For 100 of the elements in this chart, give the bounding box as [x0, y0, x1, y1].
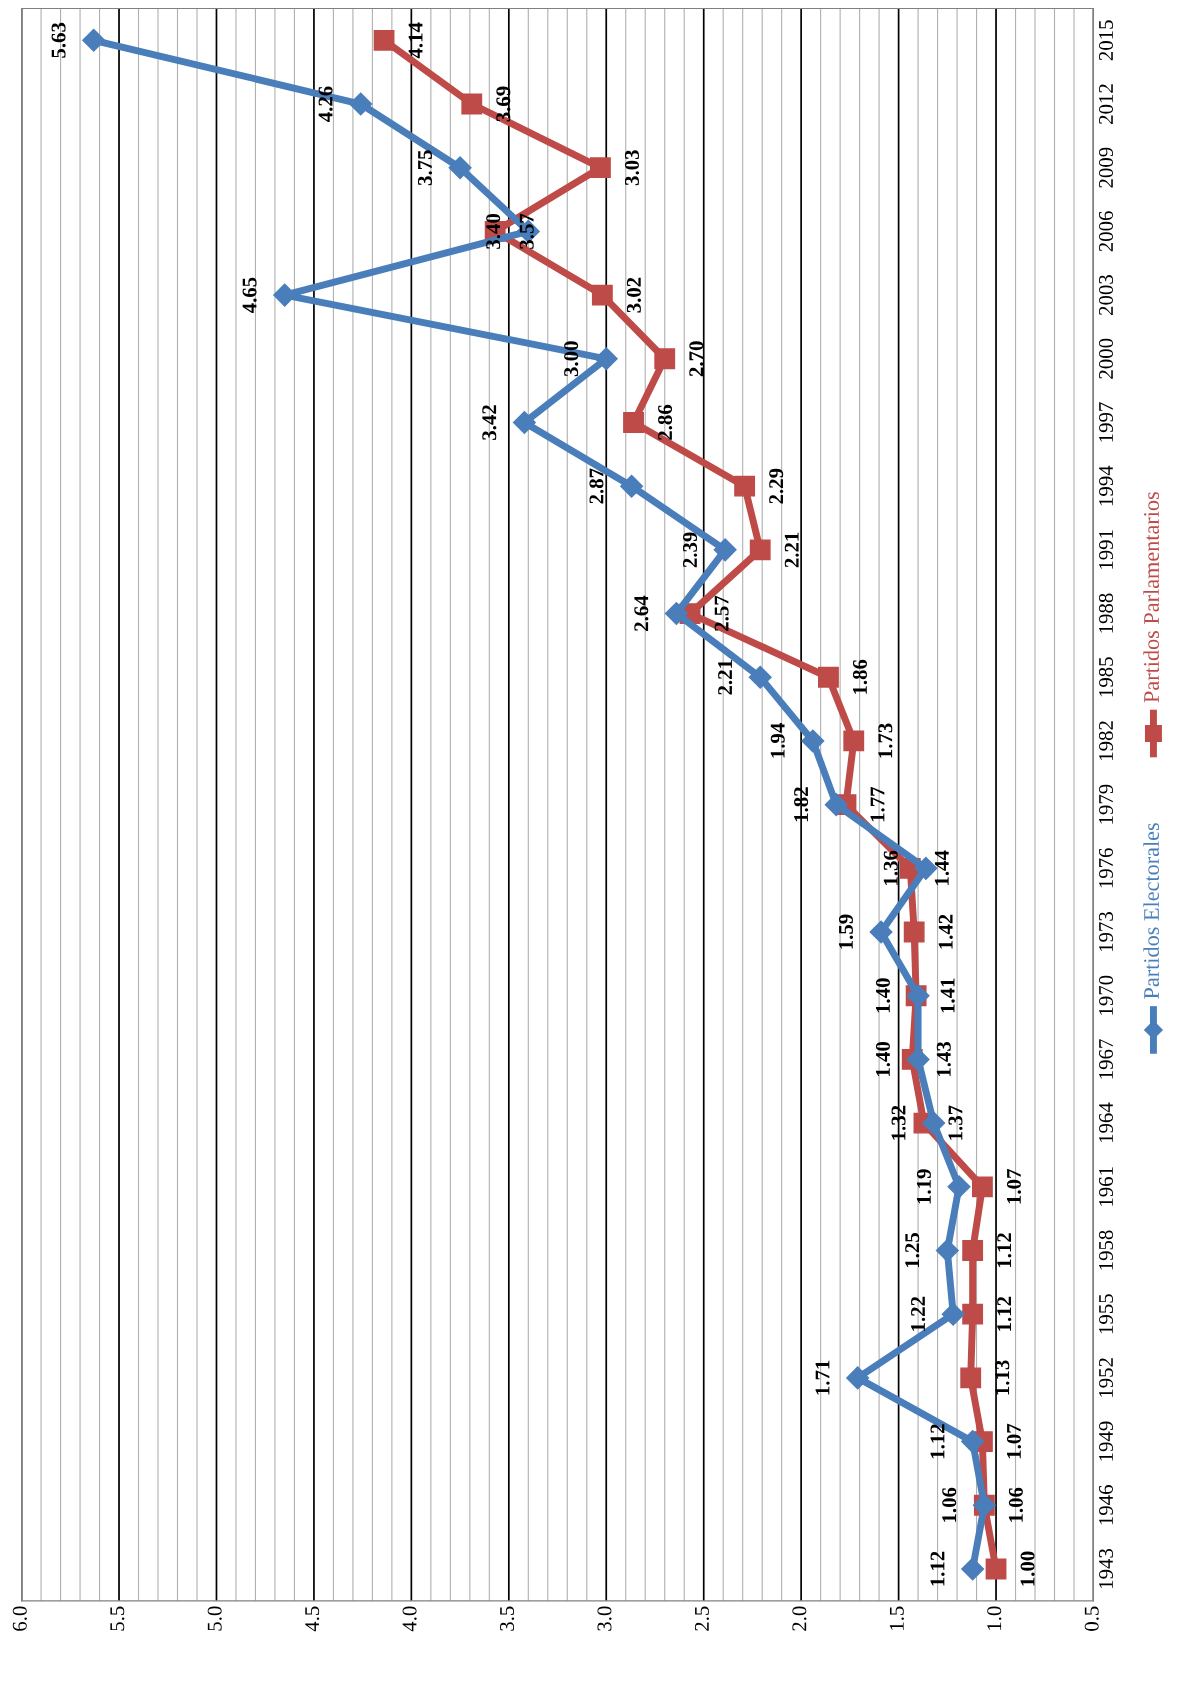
data-label: 1.06: [942, 1487, 957, 1522]
data-label: 1.22: [911, 1296, 926, 1331]
data-label: 2.57: [714, 595, 729, 631]
point: [594, 347, 618, 371]
x-tick-label: 5.5: [110, 1606, 125, 1631]
data-label: 1.06: [1008, 1487, 1023, 1522]
data-label: 4.65: [242, 277, 257, 314]
point: [960, 1367, 982, 1389]
y-tick-label: 1988: [1098, 593, 1114, 633]
data-label: 1.43: [936, 1041, 951, 1076]
point: [82, 28, 106, 52]
point: [654, 348, 676, 370]
text: Partidos Parlamentarios: [1143, 492, 1159, 703]
y-tick-label: 1943: [1099, 1548, 1114, 1588]
y-tick-label: 2000: [1098, 338, 1114, 379]
data-label: 1.37: [948, 1105, 963, 1140]
data-label: 5.63: [51, 22, 66, 58]
data-label: 3.02: [626, 277, 641, 313]
y-tick-label: 2009: [1098, 147, 1114, 188]
data-label: 2.86: [658, 404, 673, 440]
point: [461, 93, 483, 115]
y-tick-label: 1955: [1099, 1294, 1114, 1334]
data-label: 4.26: [318, 86, 333, 122]
data-label: 1.07: [1006, 1423, 1022, 1459]
y-tick-label: 1997: [1099, 402, 1114, 442]
point: [623, 412, 644, 433]
point: [664, 602, 688, 626]
point: [961, 1430, 985, 1454]
point: [589, 157, 611, 179]
point: [846, 1366, 870, 1390]
point: [985, 1558, 1007, 1580]
data-label: 2.70: [689, 341, 704, 377]
y-tick-label: 2015: [1098, 20, 1114, 61]
data-label: 2.21: [718, 660, 733, 695]
data-label: 3.75: [417, 150, 433, 186]
data-label: 1.44: [934, 850, 949, 885]
data-label: 1.19: [916, 1169, 931, 1204]
y-tick-label: 1994: [1099, 465, 1114, 506]
data-label: 1.77: [870, 786, 885, 822]
point: [971, 1176, 993, 1198]
point: [869, 920, 893, 944]
y-tick-label: 1985: [1098, 657, 1114, 697]
y-tick-label: 1979: [1099, 784, 1114, 824]
y-tick-label: 1949: [1099, 1421, 1114, 1461]
point: [448, 156, 472, 180]
point: [962, 1303, 984, 1325]
y-tick-label: 1967: [1099, 1039, 1114, 1079]
data-label: 1.12: [930, 1551, 945, 1586]
data-label: 1.13: [995, 1360, 1010, 1395]
y-tick-label: 2012: [1098, 84, 1114, 124]
data-label: 1.36: [883, 850, 898, 885]
data-label: 1.71: [815, 1360, 830, 1395]
point: [935, 1239, 959, 1263]
y-tick-label: 1973: [1099, 912, 1114, 952]
data-label: 2.64: [634, 595, 649, 631]
point: [373, 29, 395, 51]
data-label: 2.21: [784, 532, 799, 568]
point: [824, 793, 848, 817]
data-label: 1.12: [930, 1424, 945, 1459]
point: [749, 539, 771, 561]
data-label: 1.94: [770, 723, 785, 758]
point: [961, 1557, 985, 1581]
y-tick-label: 1970: [1098, 975, 1114, 1015]
data-label: 1.40: [875, 978, 891, 1013]
data-label: 3.42: [482, 405, 497, 440]
data-label: 1.25: [905, 1233, 920, 1268]
data-label: 1.00: [1020, 1551, 1035, 1586]
data-label: 3.03: [624, 150, 640, 186]
point: [947, 1175, 971, 1199]
point: [349, 92, 373, 116]
x-tick-label: 3.5: [500, 1606, 515, 1631]
data-label: 2.39: [683, 532, 698, 568]
x-tick-label: 1.0: [987, 1606, 1002, 1630]
x-tick-label: 0.5: [1084, 1606, 1099, 1631]
point: [512, 410, 536, 434]
data-label: 1.59: [838, 914, 854, 949]
x-tick-label: 4.5: [305, 1606, 320, 1632]
point: [748, 665, 772, 689]
data-label: 1.12: [997, 1296, 1012, 1331]
text: Partidos Electorales: [1143, 823, 1159, 999]
point: [801, 729, 825, 753]
y-tick-label: 1976: [1099, 848, 1114, 888]
y-tick-label: 2006: [1098, 211, 1114, 252]
data-label: 1.73: [878, 723, 893, 758]
point: [941, 1302, 965, 1326]
data-label: 1.07: [1006, 1169, 1022, 1204]
y-tick-label: 1952: [1099, 1358, 1114, 1397]
y-tick-label: 1946: [1099, 1485, 1114, 1525]
data-label: 1.86: [852, 659, 868, 694]
data-label: 3.00: [564, 341, 579, 377]
point: [843, 730, 865, 752]
point: [903, 921, 925, 943]
point: [962, 1240, 984, 1261]
x-tick-label: 2.5: [694, 1606, 710, 1631]
x-tick-label: 3.0: [597, 1606, 612, 1631]
point: [922, 1111, 946, 1135]
data-label: 3.57: [519, 213, 534, 249]
point: [713, 538, 737, 562]
data-label: 1.41: [940, 978, 955, 1013]
x-tick-label: 5.0: [207, 1606, 222, 1631]
